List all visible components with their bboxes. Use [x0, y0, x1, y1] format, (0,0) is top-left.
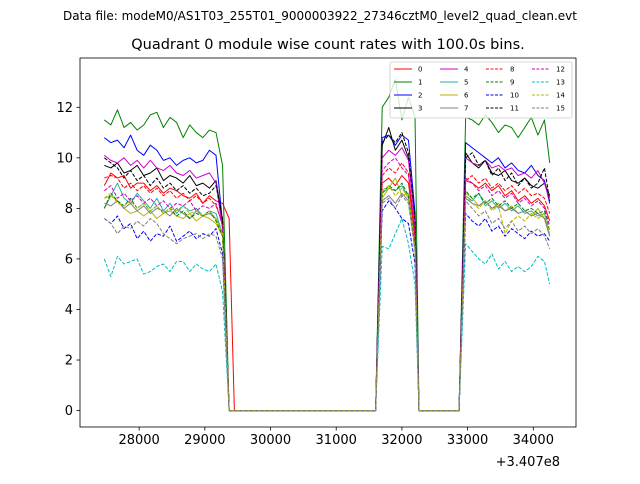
legend-label-1: 1 — [418, 79, 422, 87]
y-tick-label: 0 — [65, 404, 73, 419]
legend-label-4: 4 — [464, 66, 469, 74]
x-tick-label: 28000 — [118, 433, 159, 448]
series-line-12 — [104, 157, 551, 412]
legend-label-12: 12 — [556, 66, 565, 74]
y-tick-label: 4 — [65, 303, 73, 318]
y-tick-label: 12 — [56, 101, 73, 116]
legend-label-0: 0 — [418, 66, 422, 74]
y-tick-label: 10 — [56, 151, 73, 166]
legend-label-3: 3 — [418, 105, 422, 113]
series-line-8 — [104, 162, 551, 412]
legend-label-7: 7 — [464, 105, 468, 113]
x-tick-label: 31000 — [316, 433, 357, 448]
plot-area — [103, 78, 551, 412]
legend-label-2: 2 — [418, 92, 422, 100]
y-tick-label: 2 — [65, 354, 73, 369]
legend-label-6: 6 — [464, 92, 469, 100]
axes: 28000 29000 30000 31000 32000 33000 34000 0 2 4 6 8… — [56, 57, 577, 448]
legend-label-13: 13 — [556, 79, 565, 87]
y-tick-label: 6 — [65, 252, 73, 267]
legend-label-8: 8 — [510, 66, 514, 74]
legend-label-9: 9 — [510, 79, 514, 87]
legend-label-15: 15 — [556, 105, 565, 113]
x-tick-label: 29000 — [184, 433, 225, 448]
x-tick-label: 34000 — [513, 433, 554, 448]
x-tick-label: 30000 — [250, 433, 291, 448]
series-line-15 — [104, 195, 551, 412]
legend-label-5: 5 — [464, 79, 468, 87]
x-offset-label: +3.407e8 — [496, 455, 560, 470]
y-tick-label: 8 — [65, 202, 73, 217]
legend-label-11: 11 — [510, 105, 519, 113]
axes-frame — [79, 57, 577, 428]
x-tick-label: 32000 — [381, 433, 422, 448]
legend-label-10: 10 — [510, 92, 519, 100]
legend-label-14: 14 — [556, 92, 565, 100]
x-tick-label: 33000 — [447, 433, 488, 448]
legend-box — [389, 61, 573, 119]
figure-suptitle: Data file: modeM0/AS1T03_255T01_90000039… — [63, 9, 577, 23]
chart-title: Quadrant 0 module wise count rates with … — [131, 37, 525, 53]
